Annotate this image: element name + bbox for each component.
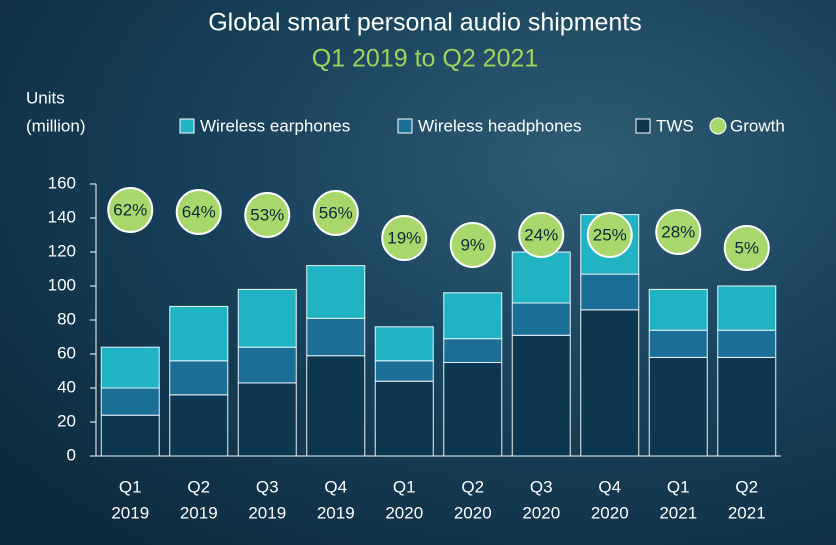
x-tick-label: 2020 — [385, 503, 423, 522]
growth-bubble — [244, 192, 291, 238]
x-tick-label: Q2 — [187, 477, 210, 496]
x-tick-label: 2020 — [591, 503, 629, 522]
bar-segment — [169, 394, 229, 457]
growth-bubble — [381, 215, 428, 261]
bar-segment — [580, 273, 640, 311]
y-axis-label: Units — [26, 88, 65, 107]
x-tick-label: Q3 — [530, 477, 553, 496]
growth-label: 25% — [593, 225, 627, 244]
legend-label: TWS — [656, 116, 694, 135]
y-tick-label: 20 — [57, 411, 76, 430]
x-tick-label: Q1 — [393, 477, 416, 496]
chart-subtitle: Q1 2019 to Q2 2021 — [312, 45, 539, 73]
bar-segment — [443, 292, 503, 340]
bar-segment — [511, 251, 571, 304]
x-tick-label: 2019 — [180, 503, 218, 522]
x-tick-label: Q2 — [461, 477, 484, 496]
x-tick-label: Q1 — [119, 477, 142, 496]
x-tick-label: 2021 — [728, 503, 766, 522]
y-tick-label: 0 — [67, 445, 76, 464]
growth-bubble — [449, 222, 496, 268]
growth-label: 62% — [113, 200, 147, 219]
legend-label: Wireless earphones — [200, 116, 350, 135]
bar-segment — [648, 329, 708, 358]
bar-segment — [100, 414, 160, 457]
bar-segment — [374, 360, 434, 382]
bar-segment — [237, 346, 297, 384]
x-tick-label: Q3 — [256, 477, 279, 496]
legend-swatch — [709, 117, 727, 135]
growth-label: 53% — [250, 205, 284, 224]
x-tick-label: Q4 — [598, 477, 621, 496]
bar-segment — [717, 329, 777, 358]
growth-bubble — [107, 187, 154, 233]
y-tick-label: 100 — [48, 275, 76, 294]
growth-label: 24% — [524, 225, 558, 244]
x-tick-label: 2020 — [454, 503, 492, 522]
legend-swatch — [179, 118, 195, 134]
growth-bubble — [723, 225, 770, 271]
bar-segment — [306, 265, 366, 319]
legend-swatch — [635, 118, 651, 134]
bar-segment — [100, 387, 160, 416]
growth-label: 64% — [182, 202, 216, 221]
y-tick-label: 60 — [57, 343, 76, 362]
growth-label: 19% — [387, 228, 421, 247]
y-tick-label: 40 — [57, 377, 76, 396]
bar-segment — [443, 362, 503, 457]
legend-swatch — [397, 118, 413, 134]
x-tick-label: 2019 — [248, 503, 286, 522]
growth-bubble — [312, 190, 359, 236]
bar-segment — [511, 302, 571, 336]
bar-segment — [169, 305, 229, 362]
growth-bubble — [655, 209, 702, 255]
growth-label: 56% — [319, 203, 353, 222]
growth-label: 9% — [460, 235, 485, 254]
bar-segment — [306, 355, 366, 457]
x-tick-label: Q2 — [735, 477, 758, 496]
bar-segment — [443, 338, 503, 364]
legend-label: Growth — [730, 116, 785, 135]
bar-segment — [169, 360, 229, 396]
growth-bubble — [518, 212, 565, 258]
y-tick-label: 80 — [57, 309, 76, 328]
y-tick-label: 120 — [48, 241, 76, 260]
bar-segment — [648, 288, 708, 331]
x-tick-label: 2019 — [111, 503, 149, 522]
y-tick-label: 160 — [48, 173, 76, 192]
bar-segment — [374, 326, 434, 362]
bar-segment — [237, 288, 297, 348]
growth-bubble — [586, 212, 633, 258]
bar-segment — [374, 380, 434, 457]
chart-title: Global smart personal audio shipments — [208, 9, 642, 37]
bar-segment — [237, 382, 297, 457]
bar-segment — [717, 356, 777, 457]
bar-segment — [717, 285, 777, 331]
x-tick-label: Q1 — [667, 477, 690, 496]
bar-segment — [648, 356, 708, 457]
bar-segment — [580, 309, 640, 457]
legend-label: Wireless headphones — [418, 116, 581, 135]
bar-segment — [306, 317, 366, 357]
bar-segment — [100, 346, 160, 389]
x-tick-label: 2021 — [659, 503, 697, 522]
x-tick-label: 2020 — [522, 503, 560, 522]
y-axis-label: (million) — [26, 116, 86, 135]
bar-segment — [511, 334, 571, 457]
growth-bubble — [175, 189, 222, 235]
growth-label: 5% — [734, 238, 759, 257]
x-tick-label: Q4 — [324, 477, 347, 496]
y-tick-label: 140 — [48, 207, 76, 226]
growth-label: 28% — [661, 222, 695, 241]
x-tick-label: 2019 — [317, 503, 355, 522]
